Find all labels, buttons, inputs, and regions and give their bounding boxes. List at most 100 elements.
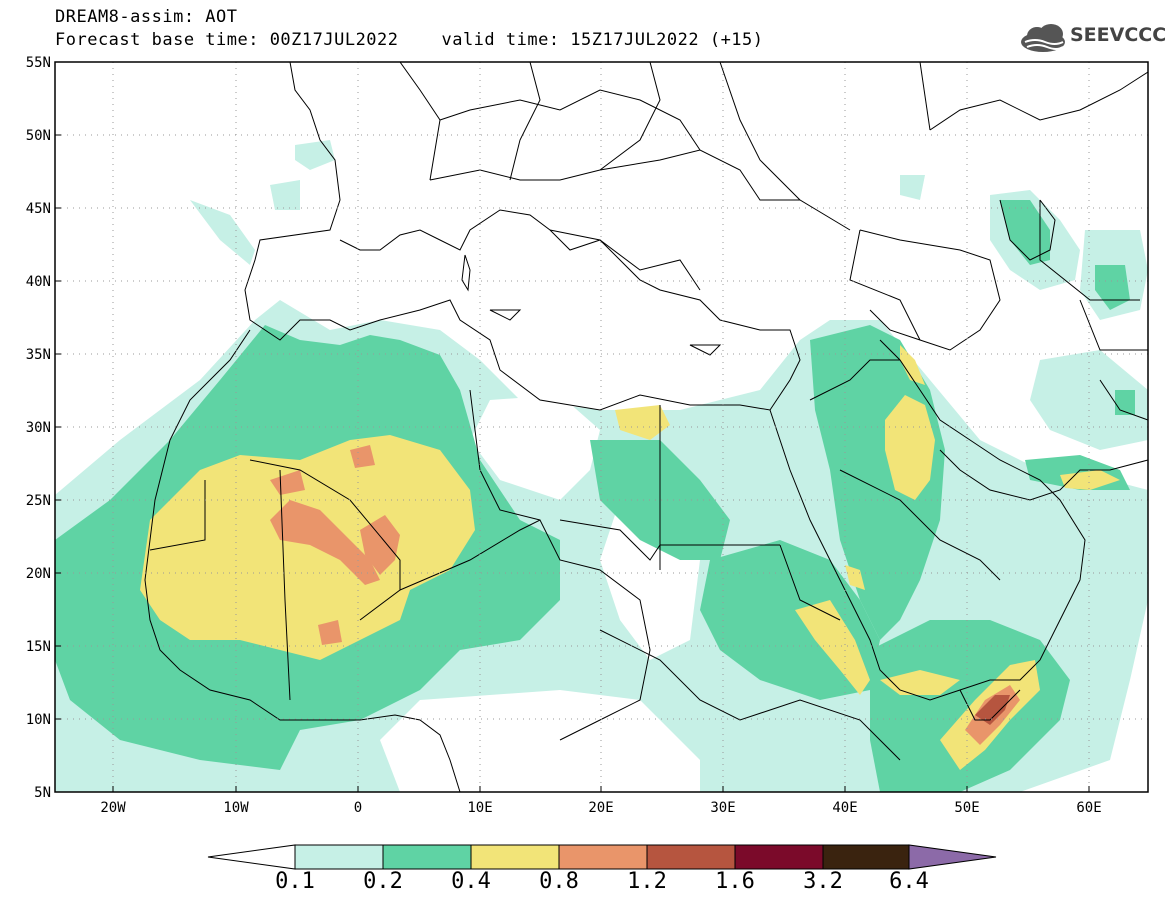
border [1039, 200, 1140, 301]
colorbar-label: 0.8 [539, 869, 579, 894]
aot-contour-01 [190, 200, 255, 265]
border [599, 629, 901, 761]
coastline [939, 449, 1148, 501]
border [839, 469, 1001, 581]
border [919, 62, 931, 131]
border [439, 89, 701, 151]
colorbar-swatch [382, 844, 472, 870]
lat-tick-label: 50N [26, 128, 51, 144]
lon-tick-label: 10W [223, 800, 249, 816]
aot-contour-04 [885, 395, 935, 500]
lon-tick-label: 40E [832, 800, 857, 816]
coastline [769, 339, 1086, 701]
border [599, 62, 661, 171]
aot-contour-02 [1115, 390, 1135, 415]
lon-tick-label: 20E [588, 800, 613, 816]
lat-tick-label: 40N [26, 274, 51, 290]
aot-contour-04 [880, 670, 960, 695]
tick-marks [55, 61, 1090, 792]
border [469, 389, 541, 521]
lat-labels: 55N 50N 45N 40N 35N 30N 25N 20N 15N 10N … [26, 55, 51, 801]
coastline [244, 62, 801, 411]
aot-contour-04 [900, 345, 925, 385]
colorbar-swatch [558, 844, 648, 870]
lon-tick-label: 30E [710, 800, 735, 816]
colorbar-under-arrow [207, 844, 296, 870]
border [399, 519, 651, 741]
lat-tick-label: 15N [26, 639, 51, 655]
aot-contour-08 [318, 620, 342, 645]
logo-text: SEEVCCC [1070, 24, 1165, 46]
colorbar-label: 0.2 [363, 869, 403, 894]
colorbar-swatch [646, 844, 736, 870]
lon-tick-label: 10E [467, 800, 492, 816]
colorbar-swatch [822, 844, 910, 870]
island [461, 254, 471, 292]
colorbar-swatch [734, 844, 824, 870]
lon-tick-label: 60E [1076, 800, 1101, 816]
lat-tick-label: 35N [26, 347, 51, 363]
colorbar-over-arrow [908, 844, 997, 870]
aot-contour-01 [1030, 350, 1148, 450]
border [849, 229, 921, 341]
border [719, 62, 801, 201]
aot-clear-area [380, 690, 700, 792]
valid-time: valid time: 15Z17JUL2022 (+15) [441, 30, 764, 50]
border [809, 359, 900, 401]
aot-contour-04 [615, 405, 670, 440]
cloud-logo-icon [1021, 24, 1065, 52]
colorbar-label: 0.1 [275, 869, 315, 894]
aot-contour-02 [1095, 265, 1130, 310]
island [489, 309, 522, 321]
lat-tick-label: 45N [26, 201, 51, 217]
map-title: DREAM8-assim: AOT [55, 7, 238, 27]
border [559, 519, 780, 561]
aot-contour-08 [270, 500, 380, 585]
lon-tick-label: 50E [954, 800, 979, 816]
aot-clear-area [470, 395, 600, 500]
lon-tick-label: 0 [354, 800, 362, 816]
border [779, 544, 841, 621]
colorbar-swatch [294, 844, 384, 870]
border [399, 62, 441, 181]
colorbar-label: 6.4 [889, 869, 929, 894]
coastline [144, 329, 461, 792]
aot-contour-01 [295, 140, 335, 170]
aot-contour-04 [140, 435, 475, 660]
lat-tick-label: 10N [26, 712, 51, 728]
aot-contour-01 [270, 180, 300, 210]
aot-contour-04 [795, 600, 870, 695]
border [1099, 379, 1148, 421]
grid-lines [55, 62, 1148, 792]
aot-field [55, 140, 1148, 792]
border [1079, 299, 1148, 351]
border [509, 62, 541, 181]
lat-tick-label: 20N [26, 566, 51, 582]
aot-contour-08 [350, 445, 375, 468]
aot-contour-08 [270, 470, 305, 495]
lon-labels: 20W 10W 0 10E 20E 30E 40E 50E 60E [100, 800, 1101, 816]
colorbar-label: 1.2 [627, 869, 667, 894]
lat-tick-label: 5N [34, 785, 51, 801]
lat-tick-label: 55N [26, 55, 51, 71]
aot-contour-04 [845, 565, 865, 590]
colorbar [207, 844, 997, 870]
lat-tick-label: 25N [26, 493, 51, 509]
aot-contour-12 [975, 695, 1010, 725]
coastline [859, 229, 1001, 351]
colorbar-swatch [470, 844, 560, 870]
border [249, 459, 401, 621]
border [549, 229, 701, 291]
aot-contour-08 [360, 515, 400, 575]
forecast-times: Forecast base time: 00Z17JUL2022 valid t… [55, 30, 764, 50]
coastline [959, 689, 1021, 721]
aot-contour-01 [900, 175, 925, 200]
base-time: Forecast base time: 00Z17JUL2022 [55, 30, 399, 50]
border [429, 149, 851, 231]
coastline [929, 71, 1148, 131]
lon-tick-label: 20W [100, 800, 126, 816]
colorbar-label: 1.6 [715, 869, 755, 894]
colorbar-label: 0.4 [451, 869, 491, 894]
aot-contour-02 [1000, 200, 1050, 265]
